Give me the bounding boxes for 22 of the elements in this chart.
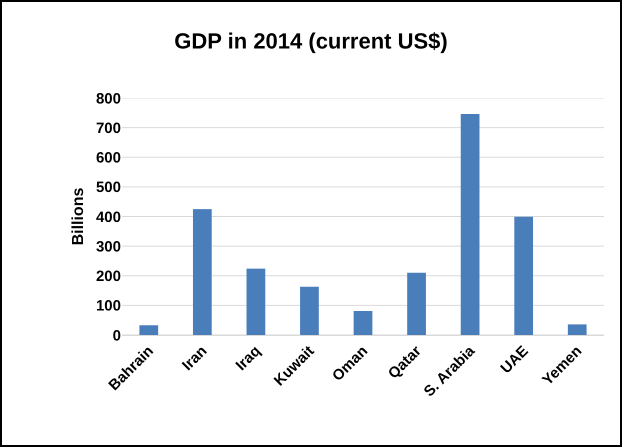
bar	[354, 311, 372, 335]
bar	[139, 325, 158, 335]
x-tick-label: Iraq	[232, 342, 264, 374]
bar	[300, 286, 319, 335]
y-tick-label: 300	[96, 238, 121, 256]
bar	[407, 272, 426, 335]
y-tick-label: 200	[96, 268, 121, 285]
bar	[460, 114, 480, 335]
bar	[192, 209, 212, 335]
chart-title: GDP in 2014 (current US$)	[174, 28, 448, 54]
x-tick-label: Iran	[178, 342, 210, 374]
y-tick-label: 500	[96, 179, 121, 196]
bar	[514, 216, 534, 335]
bar	[246, 268, 266, 335]
y-tick-label: 100	[96, 298, 121, 315]
bar	[568, 324, 587, 335]
y-axis-title: Billions	[70, 188, 87, 246]
y-tick-label: 800	[96, 90, 121, 108]
y-tick-label: 0	[112, 327, 121, 344]
y-tick-label: 700	[96, 120, 121, 137]
y-tick-label: 400	[96, 208, 121, 226]
y-tick-label: 600	[96, 150, 121, 166]
